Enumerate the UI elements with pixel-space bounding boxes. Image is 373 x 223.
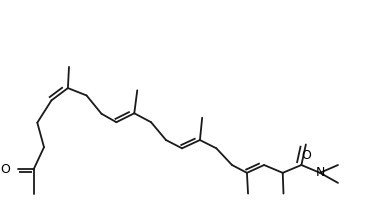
Text: O: O (1, 163, 10, 176)
Text: N: N (315, 166, 325, 179)
Text: O: O (301, 149, 311, 161)
